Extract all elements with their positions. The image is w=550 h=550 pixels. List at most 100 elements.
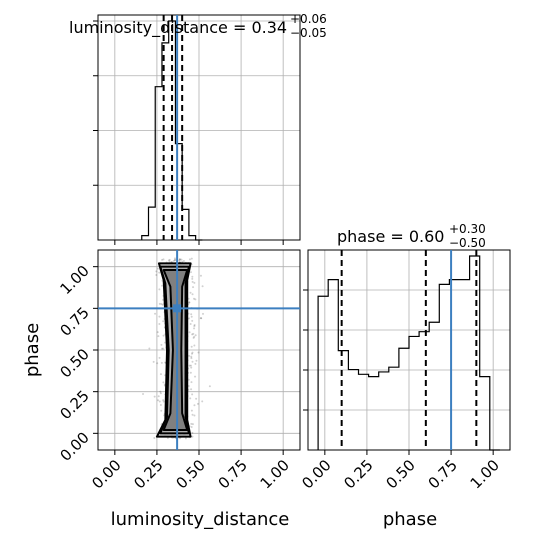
sample-point [190, 388, 193, 391]
sample-point [156, 267, 159, 270]
sample-point [190, 425, 193, 428]
y-tick-label: 0.00 [56, 428, 92, 464]
sample-point [162, 320, 165, 323]
sample-point [158, 356, 161, 359]
phase-histogram [317, 255, 500, 451]
sample-point [193, 324, 196, 327]
sample-point [162, 399, 165, 402]
sample-point [153, 436, 156, 439]
sample-point [154, 312, 157, 315]
sample-point [188, 301, 191, 304]
panel-luminosity-distance-hist [93, 14, 301, 245]
x-tick-label: 0.00 [88, 456, 124, 492]
sample-point [187, 385, 190, 388]
sample-point [172, 259, 175, 262]
x-tick-label: 0.25 [340, 456, 376, 492]
sample-point [188, 331, 191, 334]
sample-point [194, 334, 197, 337]
sample-point [191, 360, 194, 363]
sample-point [193, 297, 196, 300]
sample-point [191, 351, 194, 354]
sample-point [157, 335, 160, 338]
luminosity-distance-title-minus: −0.05 [290, 26, 327, 40]
sample-point [194, 375, 197, 378]
sample-point [158, 271, 161, 274]
y-tick-label: 0.25 [56, 387, 92, 423]
sample-point [160, 409, 163, 412]
x-tick-label: 0.00 [298, 456, 334, 492]
sample-point [162, 381, 165, 384]
sample-point [200, 317, 203, 320]
sample-point [188, 364, 191, 367]
sample-point [161, 303, 164, 306]
sample-point [193, 327, 196, 330]
sample-point [188, 258, 191, 261]
luminosity-distance-histogram [141, 20, 203, 241]
sample-point [201, 400, 204, 403]
sample-point [191, 319, 194, 322]
sample-point [192, 332, 195, 335]
sample-point [168, 258, 171, 261]
sample-point [193, 281, 196, 284]
sample-point [199, 274, 202, 277]
sample-point [159, 403, 162, 406]
sample-point [191, 280, 194, 283]
sample-point [190, 422, 193, 425]
x-tick-label: 0.50 [382, 456, 418, 492]
sample-point [164, 341, 167, 344]
sample-point [190, 357, 193, 360]
sample-point [191, 275, 194, 278]
phase-title-minus: −0.50 [449, 236, 486, 250]
sample-point [195, 397, 198, 400]
sample-point [196, 402, 199, 405]
sample-point [188, 301, 191, 304]
sample-point [178, 437, 181, 440]
y-tick-label: 0.75 [56, 303, 92, 339]
sample-point [157, 399, 160, 402]
sample-point [189, 322, 192, 325]
contour-level [162, 269, 189, 431]
sample-point [193, 344, 196, 347]
sample-point [160, 302, 163, 305]
sample-point [190, 315, 193, 318]
x-tick-label: 0.25 [130, 456, 166, 492]
sample-point [190, 352, 193, 355]
sample-point [192, 336, 195, 339]
sample-point [160, 361, 163, 364]
sample-point [190, 366, 193, 369]
sample-point [191, 293, 194, 296]
sample-point [178, 258, 181, 261]
sample-point [161, 258, 164, 261]
sample-point [194, 298, 197, 301]
sample-point [162, 347, 165, 350]
sample-point [158, 315, 161, 318]
sample-point [188, 354, 191, 357]
sample-point [189, 271, 192, 274]
sample-point [191, 277, 194, 280]
sample-point [156, 331, 159, 334]
sample-point [155, 273, 158, 276]
sample-point [162, 258, 165, 261]
sample-point [164, 361, 167, 364]
x-axis-label-luminosity-distance: luminosity_distance [111, 509, 290, 530]
sample-point [190, 409, 193, 412]
phase-title: phase = 0.60 [337, 227, 444, 246]
sample-point [189, 397, 192, 400]
sample-point [162, 298, 165, 301]
sample-point [158, 302, 161, 305]
x-tick-label: 1.00 [257, 456, 293, 492]
sample-point [156, 362, 159, 365]
sample-point [158, 322, 161, 325]
sample-point [158, 288, 161, 291]
sample-point [161, 284, 164, 287]
y-tick-label: 0.50 [56, 345, 92, 381]
phase-title-plus: +0.30 [449, 222, 486, 236]
x-tick-label: 0.50 [172, 456, 208, 492]
sample-point [153, 395, 156, 398]
sample-point [148, 347, 151, 350]
sample-point [191, 413, 194, 416]
sample-point [167, 259, 170, 262]
sample-point [202, 312, 205, 315]
sample-point [190, 313, 193, 316]
